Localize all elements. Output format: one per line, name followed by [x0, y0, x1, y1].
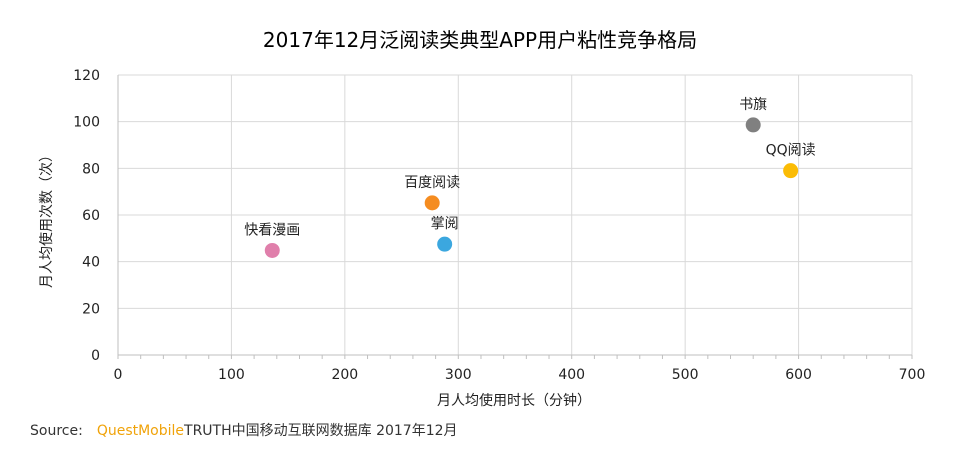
x-axis-title: 月人均使用时长（分钟）	[437, 392, 591, 409]
data-point	[745, 117, 761, 133]
data-point	[264, 242, 280, 258]
source-label: Source:	[30, 423, 83, 439]
point-label: 百度阅读	[404, 174, 460, 191]
y-tick-label: 0	[91, 348, 100, 364]
point-label: 掌阅	[431, 216, 459, 232]
y-tick-label: 120	[73, 68, 100, 84]
x-tick-label: 400	[558, 367, 585, 383]
source-brand: QuestMobile	[96, 423, 185, 439]
axes	[117, 75, 913, 359]
chart-title: 2017年12月泛阅读类典型APP用户粘性竞争格局	[263, 28, 697, 52]
x-tick-label: 600	[785, 367, 812, 383]
y-tick-label: 80	[82, 161, 100, 177]
y-tick-label: 100	[73, 115, 100, 131]
x-tick-label: 700	[899, 367, 926, 383]
y-tick-label: 40	[82, 255, 100, 271]
source-line: Source: QuestMobileTRUTH中国移动互联网数据库 2017年1…	[30, 421, 458, 441]
tick-labels: 0 100 200 300 400 500 600 700 0 20 40 60 80 100 120	[73, 68, 925, 383]
source-text: TRUTH中国移动互联网数据库 2017年12月	[184, 423, 458, 439]
x-tick-label: 0	[114, 367, 123, 383]
x-tick-label: 500	[672, 367, 699, 383]
point-label: 快看漫画	[244, 222, 300, 238]
y-tick-label: 60	[82, 208, 100, 224]
y-tick-label: 20	[82, 301, 100, 317]
data-point	[783, 163, 799, 179]
grid-lines	[118, 74, 913, 355]
data-points	[264, 117, 799, 258]
x-tick-label: 300	[445, 367, 472, 383]
point-label: QQ阅读	[766, 142, 816, 159]
x-tick-label: 200	[331, 367, 358, 383]
data-point	[424, 195, 440, 211]
point-label: 书旗	[739, 97, 767, 113]
x-tick-label: 100	[218, 367, 245, 383]
y-axis-title: 月人均使用次数（次）	[38, 148, 55, 288]
data-point	[437, 236, 453, 252]
